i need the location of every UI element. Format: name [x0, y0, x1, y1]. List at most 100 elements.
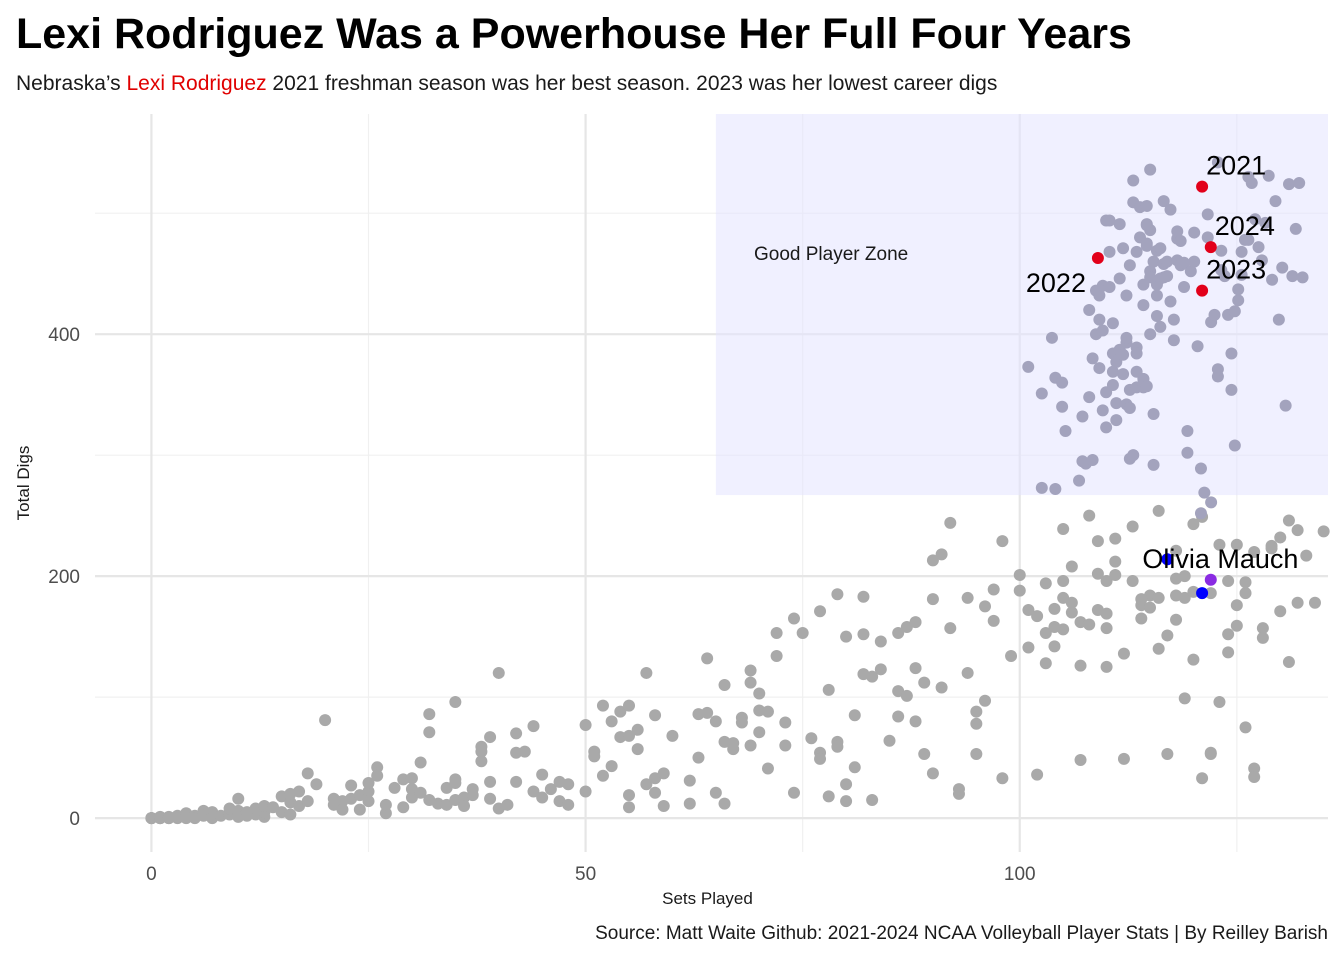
data-point: [1086, 454, 1099, 467]
data-point: [753, 726, 766, 739]
data-point: [1296, 271, 1309, 284]
data-point: [1235, 268, 1248, 281]
data-point: [362, 777, 375, 790]
data-point: [536, 791, 549, 804]
data-point: [1239, 587, 1252, 600]
data-point: [1065, 606, 1078, 619]
good-player-zone-label: Good Player Zone: [754, 244, 908, 265]
data-point: [1201, 208, 1214, 221]
data-point: [970, 748, 983, 761]
data-point: [475, 740, 488, 753]
data-point: [961, 666, 974, 679]
data-point: [1048, 640, 1061, 653]
data-point: [1035, 387, 1048, 400]
data-point: [900, 689, 913, 702]
data-point: [1239, 576, 1252, 589]
data-point: [1117, 348, 1130, 361]
data-point: [510, 775, 523, 788]
data-point: [1086, 352, 1099, 365]
mauch-label: Olivia Mauch: [1142, 544, 1298, 574]
data-point: [1106, 379, 1119, 392]
data-point: [623, 699, 636, 712]
data-point: [1208, 308, 1221, 321]
data-point: [1127, 174, 1140, 187]
subtitle-post: 2021 freshman season was her best season…: [266, 72, 998, 95]
data-point: [544, 783, 557, 796]
data-point: [1144, 224, 1157, 237]
data-point: [1184, 265, 1197, 278]
data-point: [362, 785, 375, 798]
data-point: [336, 803, 349, 816]
data-point: [1291, 524, 1304, 537]
data-point: [692, 751, 705, 764]
data-point: [414, 756, 427, 769]
data-point: [1093, 362, 1106, 375]
data-point: [1100, 574, 1113, 587]
data-point: [1171, 225, 1184, 238]
data-point: [1262, 169, 1275, 182]
data-point: [1204, 587, 1217, 600]
data-point: [1308, 596, 1321, 609]
data-point: [527, 785, 540, 798]
data-point: [979, 600, 992, 613]
data-point: [683, 797, 696, 810]
data-point: [536, 768, 549, 781]
data-point: [301, 767, 314, 780]
data-point: [1222, 646, 1235, 659]
data-point: [1228, 305, 1241, 318]
data-point: [423, 726, 436, 739]
data-point: [935, 681, 948, 694]
data-point: [1126, 574, 1139, 587]
data-point: [1039, 657, 1052, 670]
x-tick-label: 100: [1004, 864, 1036, 885]
data-point: [1057, 522, 1070, 535]
data-point: [1110, 414, 1123, 427]
data-point: [883, 734, 896, 747]
data-point: [1106, 317, 1119, 330]
data-point: [1222, 574, 1235, 587]
data-point: [362, 795, 375, 808]
data-point: [1300, 549, 1313, 562]
data-point: [1211, 156, 1224, 169]
data-point: [1005, 650, 1018, 663]
data-point: [935, 548, 948, 561]
data-point: [666, 729, 679, 742]
data-point: [1188, 255, 1201, 268]
data-point: [1152, 504, 1165, 517]
data-point: [623, 789, 636, 802]
season-label: 2024: [1215, 211, 1275, 241]
data-point: [1013, 568, 1026, 581]
data-point: [1143, 601, 1156, 614]
data-point: [1154, 320, 1167, 333]
data-point: [709, 786, 722, 799]
data-point: [1255, 254, 1268, 267]
data-point: [232, 792, 245, 805]
data-point: [787, 612, 800, 625]
data-point: [866, 793, 879, 806]
data-point: [1147, 458, 1160, 471]
data-point: [1256, 631, 1269, 644]
data-point: [918, 748, 931, 761]
mauch-point: [1161, 553, 1174, 566]
data-point: [1170, 572, 1183, 585]
data-point: [1135, 593, 1148, 606]
data-point: [1031, 768, 1044, 781]
data-point: [1056, 376, 1069, 389]
data-point: [657, 800, 670, 813]
data-point: [1127, 449, 1140, 462]
data-point: [1170, 613, 1183, 626]
data-point: [761, 762, 774, 775]
data-point: [1140, 199, 1153, 212]
data-point: [623, 801, 636, 814]
data-point: [1232, 294, 1245, 307]
data-point: [1198, 486, 1211, 499]
data-point: [1135, 612, 1148, 625]
data-point: [1130, 347, 1143, 360]
data-point: [1249, 213, 1262, 226]
data-point: [345, 779, 358, 792]
data-point: [1150, 289, 1163, 302]
data-point: [840, 778, 853, 791]
data-point: [484, 775, 497, 788]
data-point: [1286, 270, 1299, 283]
data-point: [1065, 560, 1078, 573]
